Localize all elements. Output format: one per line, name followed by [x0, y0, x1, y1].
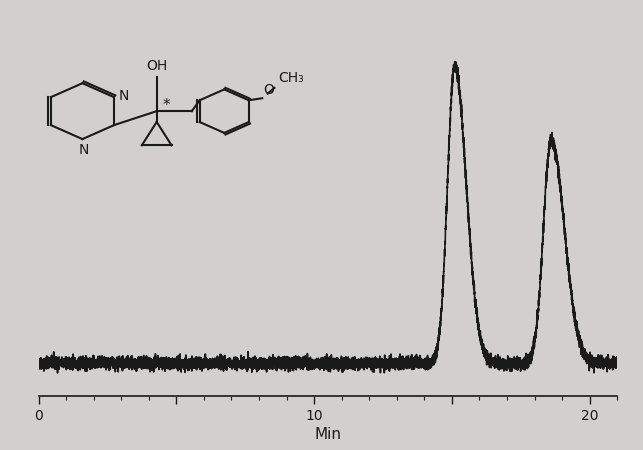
Text: CH₃: CH₃ — [278, 71, 304, 85]
Text: *: * — [162, 98, 170, 113]
Text: O: O — [264, 83, 275, 97]
Text: N: N — [119, 89, 129, 103]
Text: OH: OH — [146, 59, 167, 73]
Text: N: N — [78, 143, 89, 157]
X-axis label: Min: Min — [314, 428, 341, 442]
